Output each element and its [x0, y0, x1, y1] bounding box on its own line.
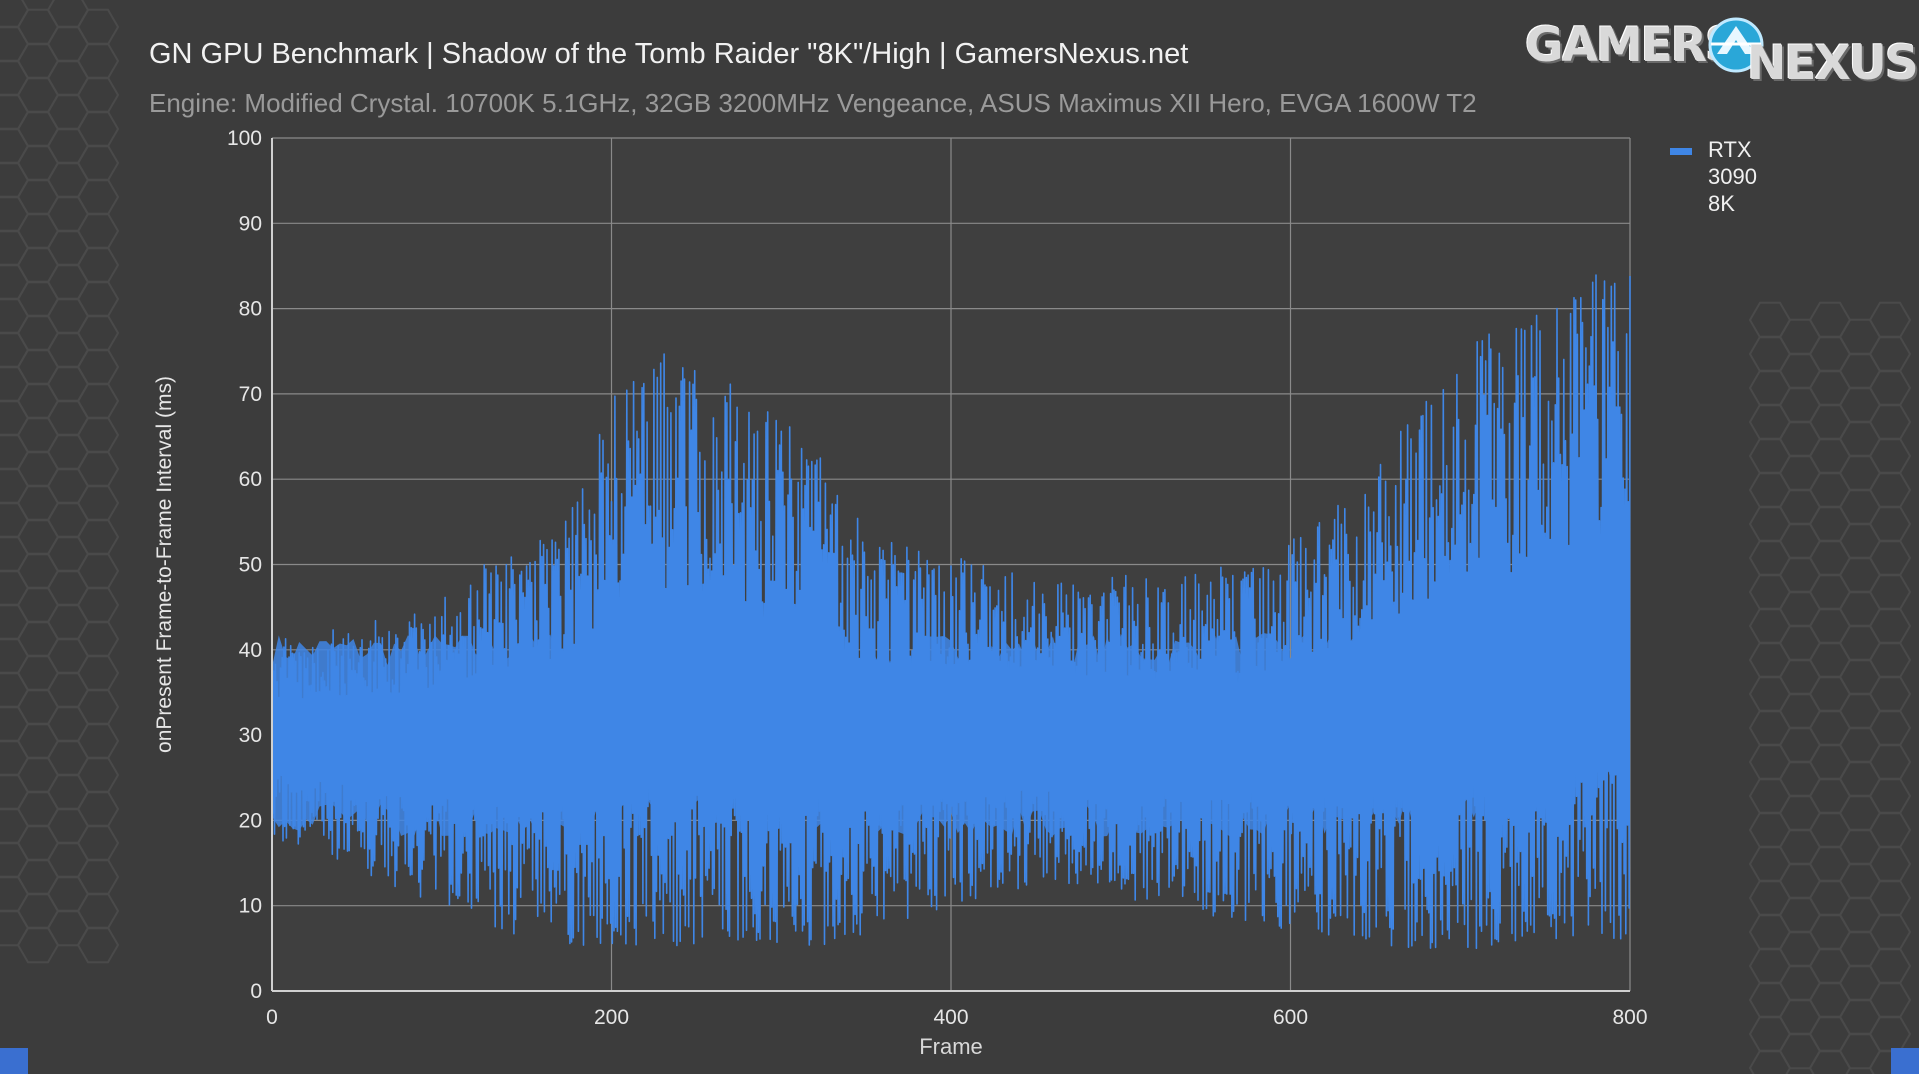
series-rtx-3090-8k	[271, 274, 1631, 950]
logo-emblem-icon	[1708, 17, 1764, 73]
y-tick-label: 0	[250, 980, 262, 1003]
y-tick-label: 70	[239, 383, 262, 406]
y-tick-label: 10	[239, 895, 262, 918]
y-tick-label: 40	[239, 639, 262, 662]
x-tick-label: 600	[1273, 1006, 1308, 1029]
y-tick-label: 20	[239, 809, 262, 832]
y-tick-label: 90	[239, 212, 262, 235]
series-line-rtx-3090-8k	[271, 274, 1631, 950]
x-axis-ticks: 0 200 400 600 800	[266, 1006, 1647, 1029]
logo-word-nexus: NEXUS	[1747, 36, 1919, 91]
y-axis-ticks: 0 10 20 30 40 50 60 70 80 90 100	[227, 127, 262, 1003]
legend-swatch-rtx-3090-8k	[1670, 148, 1692, 155]
y-tick-label: 80	[239, 298, 262, 321]
x-tick-label: 0	[266, 1006, 278, 1029]
logo-word-gamers: GAMERS	[1525, 18, 1739, 73]
y-tick-label: 50	[239, 554, 262, 577]
gamersnexus-logo: GAMERS NEXUS	[1525, 10, 1919, 91]
axes	[271, 138, 1630, 992]
corner-accent-left	[0, 1048, 28, 1074]
chart-subtitle: Engine: Modified Crystal. 10700K 5.1GHz,…	[149, 88, 1477, 118]
x-tick-label: 400	[933, 1006, 968, 1029]
hex-cell	[76, 926, 120, 964]
x-tick-label: 800	[1612, 1006, 1647, 1029]
corner-accent-right	[1891, 1048, 1919, 1074]
legend-label-rtx-3090-8k: RTX 3090 8K	[1708, 137, 1757, 216]
x-axis-label: Frame	[919, 1034, 983, 1059]
y-tick-label: 30	[239, 724, 262, 747]
y-tick-label: 100	[227, 127, 262, 150]
y-tick-label: 60	[239, 468, 262, 491]
y-axis-label: onPresent Frame-to-Frame Interval (ms)	[153, 376, 176, 753]
chart-title: GN GPU Benchmark | Shadow of the Tomb Ra…	[149, 38, 1189, 70]
x-tick-label: 200	[594, 1006, 629, 1029]
